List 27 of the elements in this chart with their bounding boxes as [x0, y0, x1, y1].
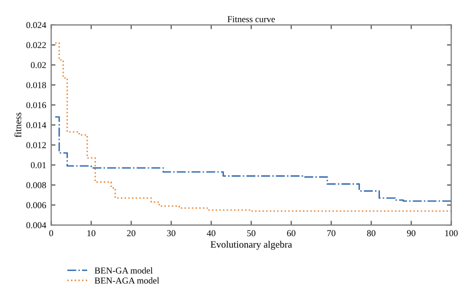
y-tick-label: 0.006 [26, 202, 46, 208]
x-tick-label: 20 [127, 230, 136, 236]
y-tick-label: 0.01 [30, 162, 46, 168]
x-tick-label: 90 [407, 230, 416, 236]
y-tick-label: 0.018 [26, 82, 46, 88]
x-tick-label: 100 [445, 230, 458, 236]
y-tick-label: 0.016 [26, 102, 46, 108]
legend-label: BEN-AGA model [94, 277, 160, 284]
y-tick-label: 0.024 [26, 22, 46, 28]
y-tick-label: 0.014 [26, 122, 46, 128]
legend-label: BEN-GA model [94, 267, 153, 274]
x-tick-label: 80 [367, 230, 376, 236]
y-tick-label: 0.022 [26, 42, 46, 48]
y-tick-label: 0.02 [30, 62, 46, 68]
x-tick-label: 0 [49, 230, 54, 236]
x-tick-label: 60 [287, 230, 296, 236]
x-tick-label: 30 [167, 230, 176, 236]
y-tick-label: 0.012 [26, 142, 46, 148]
x-tick-label: 70 [327, 230, 336, 236]
x-axis-title: Evolutionary algebra [210, 240, 292, 250]
y-axis-title: fitness [14, 112, 22, 138]
x-tick-label: 40 [206, 230, 216, 236]
y-tick-label: 0.004 [26, 222, 46, 228]
x-tick-label: 10 [87, 230, 96, 236]
chart-title: Fitness curve [228, 16, 275, 22]
x-tick-label: 50 [247, 230, 256, 236]
y-tick-label: 0.008 [26, 182, 46, 188]
